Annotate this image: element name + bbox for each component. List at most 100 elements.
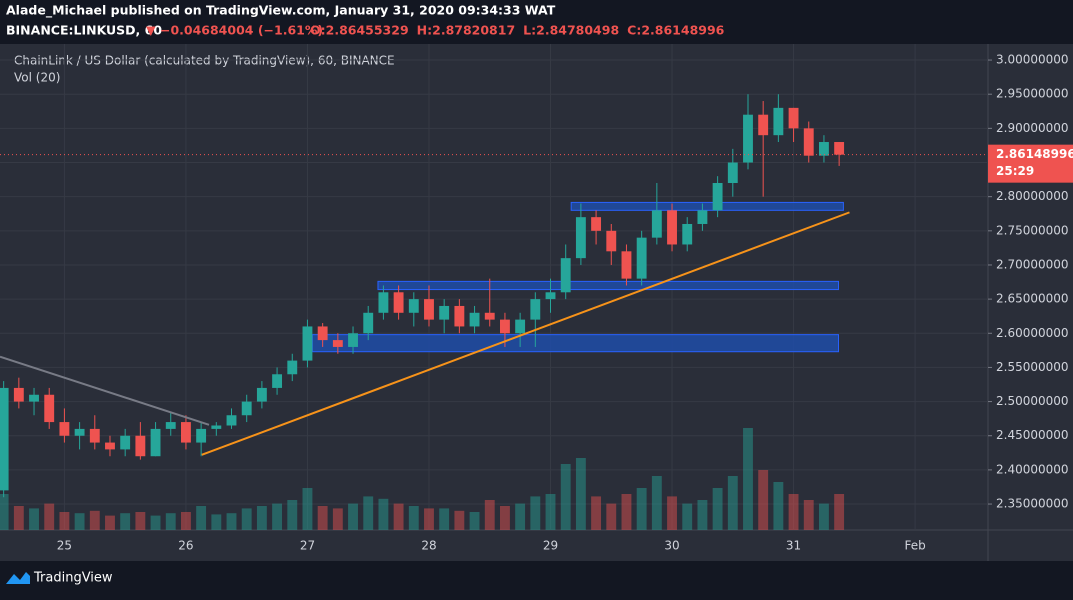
y-tick-label: 2.70000000: [996, 257, 1069, 271]
candle-body: [105, 442, 115, 450]
candle-body: [393, 292, 404, 313]
x-tick-label: 30: [664, 539, 679, 553]
volume-bar: [530, 496, 541, 530]
y-tick-label: 3.00000000: [996, 53, 1069, 67]
candle-body: [256, 387, 267, 402]
volume-bar: [682, 503, 693, 530]
y-tick-label: 2.90000000: [996, 121, 1069, 135]
y-tick-label: 2.65000000: [996, 292, 1069, 306]
volume-label: Vol (20): [14, 71, 60, 85]
countdown: 25:29: [996, 164, 1034, 178]
volume-bar: [515, 503, 526, 530]
trendline: [0, 355, 210, 426]
volume-bar: [439, 508, 450, 530]
candle-body: [667, 210, 677, 245]
volume-bar: [469, 512, 480, 530]
candle-body: [226, 415, 237, 426]
x-tick-label: 25: [57, 539, 72, 553]
volume-bar: [819, 503, 829, 530]
candle-body: [196, 428, 207, 443]
candle-body: [530, 299, 541, 320]
volume-bar: [180, 512, 191, 530]
volume-bar: [773, 482, 784, 530]
support-zone: [377, 280, 840, 291]
candle-body: [591, 217, 602, 231]
candle-body: [819, 142, 829, 156]
candle-body: [651, 210, 662, 238]
candle-body: [575, 217, 586, 259]
volume-bar: [803, 500, 814, 530]
candle-body: [165, 422, 176, 429]
volume-bar: [165, 513, 176, 530]
candle-body: [439, 305, 450, 320]
y-tick-label: 2.40000000: [996, 462, 1069, 476]
y-tick-label: 2.35000000: [996, 497, 1069, 511]
ohlc-value: O:2.86455329: [310, 23, 409, 38]
y-tick-label: 2.50000000: [996, 394, 1069, 408]
support-zone: [311, 334, 840, 353]
y-tick-label: 2.80000000: [996, 189, 1069, 203]
candle-body: [803, 128, 814, 156]
candle-body: [697, 210, 708, 224]
candle-body: [363, 312, 374, 334]
volume-bar: [59, 512, 70, 530]
volume-bar: [74, 513, 85, 530]
volume-bar: [651, 476, 662, 530]
volume-bar: [545, 494, 556, 530]
volume-bar: [332, 508, 343, 530]
candle-body: [0, 387, 9, 491]
candle-body: [834, 142, 845, 155]
volume-bar: [788, 494, 799, 530]
plot: [0, 94, 850, 530]
candle-body: [682, 223, 693, 245]
volume-bar: [196, 506, 207, 530]
candle-body: [606, 230, 617, 252]
y-tick-label: 2.45000000: [996, 428, 1069, 442]
candle-body: [287, 360, 298, 375]
candle-body: [59, 422, 70, 436]
volume-bar: [29, 508, 39, 530]
candle-body: [636, 237, 647, 279]
candle-body: [727, 162, 738, 184]
y-tick-label: 2.60000000: [996, 326, 1069, 340]
candle-body: [454, 305, 465, 327]
candle-body: [74, 428, 85, 436]
volume-bar: [317, 506, 328, 530]
candle-body: [743, 114, 753, 163]
volume-bar: [211, 514, 222, 530]
volume-bar: [758, 470, 769, 530]
y-tick-label: 2.55000000: [996, 360, 1069, 374]
volume-bar: [256, 506, 267, 530]
volume-bar: [606, 503, 617, 530]
volume-bar: [484, 500, 495, 530]
volume-bar: [226, 513, 237, 530]
volume-bar: [743, 428, 753, 530]
volume-bar: [560, 464, 571, 530]
candle-body: [89, 428, 100, 443]
volume-bar: [363, 496, 374, 530]
candle-body: [348, 333, 358, 347]
volume-bar: [378, 498, 389, 530]
ohlc-value: L:2.84780498: [523, 23, 619, 38]
header-bar: [0, 0, 1073, 44]
candle-body: [13, 387, 24, 402]
ohlc-value: H:2.87820817: [417, 23, 516, 38]
candle-body: [135, 435, 146, 457]
candle-body: [332, 340, 343, 347]
y-tick-label: 2.75000000: [996, 223, 1069, 237]
volume-bar: [424, 508, 434, 530]
candle-body: [621, 251, 632, 279]
candle-body: [424, 299, 434, 320]
change: ▼ −0.04684004 (−1.61%): [146, 23, 323, 38]
candle-body: [788, 107, 799, 129]
volume-bar: [120, 513, 131, 530]
candle-body: [515, 319, 526, 334]
brand: TradingView: [33, 571, 113, 586]
candle-body: [773, 107, 784, 136]
volume-bar: [44, 503, 55, 530]
candle-body: [469, 312, 480, 327]
candle-body: [150, 428, 161, 457]
candle-body: [317, 326, 328, 341]
candle-body: [302, 326, 313, 361]
volume-bar: [591, 496, 602, 530]
